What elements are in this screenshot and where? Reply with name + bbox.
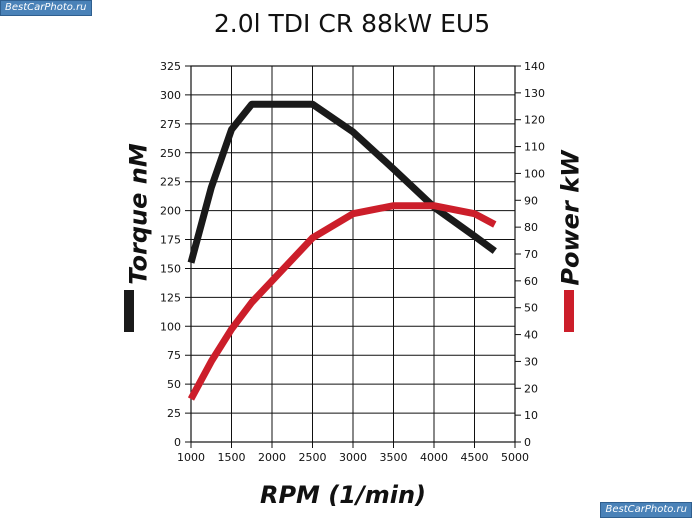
y-left-tick-label: 200 (160, 205, 181, 218)
x-tick-label: 1500 (218, 451, 246, 464)
y-right-tick-label: 10 (524, 409, 538, 422)
y-left-tick-label: 100 (160, 320, 181, 333)
y-left-tick-label: 275 (160, 118, 181, 131)
y-left-tick-label: 250 (160, 147, 181, 160)
chart-title: 2.0l TDI CR 88kW EU5 (214, 9, 490, 38)
y-right-tick-label: 140 (524, 60, 545, 73)
x-tick-label: 3000 (339, 451, 367, 464)
y-right-tick-label: 130 (524, 87, 545, 100)
x-tick-label: 5000 (501, 451, 529, 464)
series-line-torque (187, 100, 497, 264)
series-lines (187, 100, 497, 401)
y-right-tick-label: 110 (524, 141, 545, 154)
watermark-bottom: BestCarPhoto.ru (600, 502, 692, 518)
y-right-tick-label: 0 (524, 436, 531, 449)
y-left-tick-label: 75 (167, 349, 181, 362)
y-left-tick-label: 0 (174, 436, 181, 449)
y-right-tick-label: 70 (524, 248, 538, 261)
x-tick-label: 4500 (461, 451, 489, 464)
y-left-tick-label: 125 (160, 291, 181, 304)
x-tick-label: 2000 (258, 451, 286, 464)
watermark-top: BestCarPhoto.ru (0, 0, 92, 16)
y-right-tick-label: 40 (524, 329, 538, 342)
x-tick-label: 1000 (177, 451, 205, 464)
power-axis-label: Power kW (556, 149, 584, 286)
y-right-tick-label: 100 (524, 167, 545, 180)
x-tick-label: 2500 (299, 451, 327, 464)
y-right-tick-label: 120 (524, 114, 545, 127)
series-line-power (187, 202, 497, 401)
tick-labels: 1000 1500 2000 2500 3000 3500 4000 4500 50000255… (160, 60, 545, 464)
y-left-tick-label: 325 (160, 60, 181, 73)
power-legend-swatch (564, 290, 574, 332)
torque-axis-label: Torque nM (124, 143, 152, 285)
y-right-tick-label: 20 (524, 382, 538, 395)
y-left-tick-label: 50 (167, 378, 181, 391)
x-tick-label: 3500 (380, 451, 408, 464)
y-right-tick-label: 50 (524, 302, 538, 315)
y-right-tick-label: 30 (524, 355, 538, 368)
x-axis-label: RPM (1/min) (260, 481, 426, 509)
torque-legend-swatch (124, 290, 134, 332)
y-left-tick-label: 175 (160, 234, 181, 247)
torque-axis-label-group: Torque nM (124, 143, 152, 285)
y-left-tick-label: 225 (160, 176, 181, 189)
y-left-tick-label: 300 (160, 89, 181, 102)
y-right-tick-label: 90 (524, 194, 538, 207)
x-tick-label: 4000 (420, 451, 448, 464)
y-left-tick-label: 25 (167, 407, 181, 420)
y-right-tick-label: 60 (524, 275, 538, 288)
y-left-tick-label: 150 (160, 262, 181, 275)
y-right-tick-label: 80 (524, 221, 538, 234)
power-axis-label-group: Power kW (556, 149, 584, 286)
